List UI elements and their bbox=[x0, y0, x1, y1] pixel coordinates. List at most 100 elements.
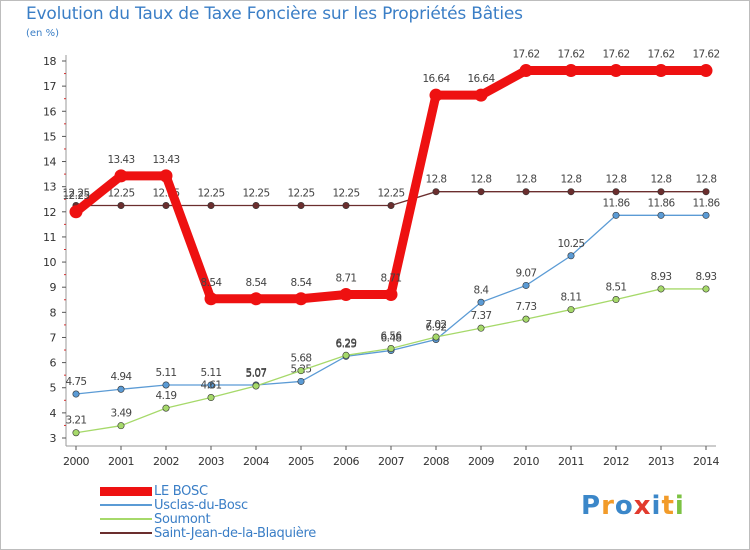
data-point bbox=[297, 377, 305, 385]
data-point bbox=[477, 298, 485, 306]
data-label: 11.86 bbox=[602, 197, 630, 209]
data-point bbox=[612, 211, 620, 219]
legend-swatch bbox=[100, 504, 152, 506]
data-label: 16.64 bbox=[422, 73, 450, 85]
x-tick-label: 2013 bbox=[648, 455, 674, 468]
data-point bbox=[342, 202, 350, 210]
data-point bbox=[429, 88, 443, 102]
logo-letter: x bbox=[633, 491, 652, 521]
data-point bbox=[162, 404, 170, 412]
legend-label: Saint-Jean-de-la-Blaquière bbox=[154, 525, 316, 541]
data-label: 4.94 bbox=[111, 371, 133, 383]
data-label: 17.62 bbox=[512, 49, 539, 61]
data-label: 9.07 bbox=[516, 267, 537, 279]
data-label: 12.8 bbox=[471, 174, 492, 186]
data-label: 12.25 bbox=[197, 188, 224, 200]
legend-swatch bbox=[100, 518, 152, 520]
proxiti-logo: Proxiti bbox=[581, 491, 685, 521]
y-tick-label: 5 bbox=[50, 382, 57, 395]
data-label: 17.62 bbox=[602, 49, 629, 61]
data-point bbox=[609, 64, 623, 78]
y-tick-label: 12 bbox=[43, 206, 56, 219]
data-label: 12.25 bbox=[332, 188, 359, 200]
legend-label: Soumont bbox=[154, 511, 211, 527]
y-tick-label: 16 bbox=[43, 105, 56, 118]
data-label: 12.25 bbox=[287, 188, 314, 200]
legend-item: Saint-Jean-de-la-Blaquière bbox=[100, 525, 316, 541]
y-tick-label: 3 bbox=[50, 432, 57, 445]
data-label: 8.71 bbox=[336, 272, 357, 284]
x-tick-label: 2012 bbox=[603, 455, 629, 468]
y-tick-label: 7 bbox=[50, 331, 57, 344]
data-label: 8.93 bbox=[651, 271, 672, 283]
data-point bbox=[294, 292, 308, 306]
data-label: 7.02 bbox=[426, 319, 447, 331]
data-point bbox=[522, 315, 530, 323]
legend-swatch bbox=[100, 486, 152, 496]
y-tick-label: 8 bbox=[50, 306, 57, 319]
data-point bbox=[72, 390, 80, 398]
x-tick-label: 2008 bbox=[423, 455, 449, 468]
data-label: 12.8 bbox=[516, 174, 537, 186]
data-label: 12.25 bbox=[62, 190, 89, 202]
data-label: 17.62 bbox=[647, 49, 674, 61]
data-point bbox=[612, 296, 620, 304]
legend-item: Usclas-du-Bosc bbox=[100, 497, 316, 513]
x-tick-label: 2009 bbox=[468, 455, 494, 468]
data-point bbox=[297, 202, 305, 210]
data-point bbox=[207, 381, 215, 389]
data-point bbox=[699, 64, 713, 78]
data-label: 6.48 bbox=[381, 333, 402, 345]
data-point bbox=[162, 381, 170, 389]
data-point bbox=[702, 188, 710, 196]
data-label: 5.07 bbox=[246, 368, 267, 380]
data-point bbox=[207, 202, 215, 210]
legend: LE BOSC Usclas-du-Bosc Soumont Saint-Jean-d… bbox=[100, 484, 316, 541]
data-label: 12.8 bbox=[651, 174, 672, 186]
y-tick-label: 17 bbox=[43, 80, 56, 93]
data-point bbox=[702, 211, 710, 219]
data-label: 12.8 bbox=[426, 174, 447, 186]
data-point bbox=[477, 188, 485, 196]
data-label: 6.29 bbox=[336, 337, 357, 349]
data-label: 16.64 bbox=[467, 73, 495, 85]
data-label: 3.49 bbox=[111, 408, 132, 420]
legend-item: LE BOSC bbox=[100, 484, 316, 499]
data-point bbox=[69, 205, 83, 219]
data-label: 12.8 bbox=[606, 174, 627, 186]
data-label: 4.75 bbox=[66, 376, 87, 388]
y-tick-label: 11 bbox=[43, 231, 56, 244]
data-point bbox=[384, 287, 398, 301]
legend-label: Usclas-du-Bosc bbox=[154, 497, 248, 513]
data-label: 6.92 bbox=[426, 321, 447, 333]
data-label: 12.25 bbox=[62, 188, 89, 200]
y-tick-label: 13 bbox=[43, 181, 56, 194]
data-label: 12.25 bbox=[377, 188, 404, 200]
y-tick-label: 4 bbox=[50, 407, 57, 420]
x-tick-label: 2004 bbox=[243, 455, 269, 468]
data-point bbox=[522, 188, 530, 196]
data-point bbox=[207, 394, 215, 402]
data-label: 11.86 bbox=[692, 197, 720, 209]
data-label: 7.73 bbox=[516, 301, 537, 313]
y-tick-label: 10 bbox=[43, 256, 56, 269]
x-tick-label: 2000 bbox=[63, 455, 89, 468]
data-point bbox=[657, 211, 665, 219]
y-tick-label: 15 bbox=[43, 130, 56, 143]
data-point bbox=[252, 382, 260, 390]
data-label: 17.62 bbox=[692, 49, 719, 61]
data-point bbox=[702, 285, 710, 293]
data-label: 8.51 bbox=[606, 282, 627, 294]
data-label: 13.43 bbox=[107, 154, 134, 166]
legend-item: Soumont bbox=[100, 511, 316, 527]
data-point bbox=[657, 285, 665, 293]
data-label: 8.4 bbox=[474, 284, 490, 296]
series-line-2 bbox=[75, 288, 706, 434]
legend-swatch bbox=[100, 532, 152, 534]
y-tick-label: 18 bbox=[43, 55, 56, 68]
x-tick-label: 2002 bbox=[153, 455, 179, 468]
data-label: 10.25 bbox=[557, 238, 584, 250]
x-tick-label: 2003 bbox=[198, 455, 224, 468]
data-label: 3.21 bbox=[66, 415, 87, 427]
